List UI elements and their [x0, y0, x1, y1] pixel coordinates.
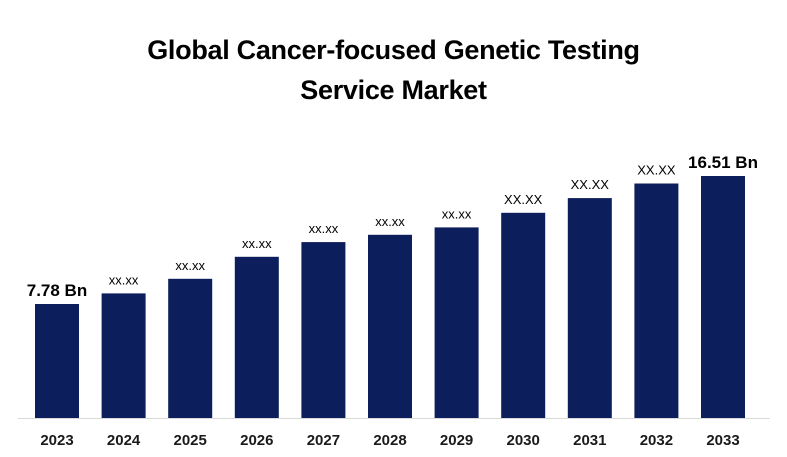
chart-title: Global Cancer-focused Genetic Testing Se…	[0, 30, 787, 110]
x-tick-label-2024: 2024	[107, 432, 141, 449]
bar-2032	[634, 183, 679, 418]
data-label-2026: xx.xx	[242, 236, 272, 251]
data-label-2023: 7.78 Bn	[27, 281, 87, 300]
x-tick-label-2027: 2027	[307, 432, 340, 449]
bar-2030	[501, 212, 546, 418]
bar-2029	[434, 227, 479, 418]
bar-2025	[168, 278, 213, 418]
x-tick-label-2031: 2031	[573, 432, 606, 449]
data-label-2025: xx.xx	[175, 258, 205, 273]
x-tick-label-2028: 2028	[373, 432, 406, 449]
x-tick-label-2023: 2023	[40, 432, 73, 449]
data-label-2032: XX.XX	[637, 163, 676, 178]
bar-2026	[234, 256, 279, 418]
data-label-2028: xx.xx	[375, 214, 405, 229]
x-tick-label-2025: 2025	[174, 432, 207, 449]
data-label-2030: XX.XX	[504, 192, 543, 207]
chart-title-line-1: Global Cancer-focused Genetic Testing	[147, 35, 640, 65]
data-label-2031: XX.XX	[571, 177, 610, 192]
bar-2028	[368, 234, 412, 418]
data-label-2033: 16.51 Bn	[688, 153, 758, 172]
x-tick-label-2026: 2026	[240, 432, 273, 449]
bar-2023	[35, 304, 79, 418]
data-label-2029: xx.xx	[442, 206, 472, 221]
bar-2033	[701, 176, 745, 418]
chart-title-line-2: Service Market	[300, 75, 487, 105]
x-tick-label-2030: 2030	[507, 432, 540, 449]
data-label-2027: xx.xx	[309, 221, 339, 236]
bar-2031	[567, 198, 612, 418]
data-label-2024: xx.xx	[109, 272, 139, 287]
bar-2024	[101, 293, 146, 418]
x-tick-label-2033: 2033	[706, 432, 739, 449]
x-tick-label-2032: 2032	[640, 432, 673, 449]
bar-2027	[301, 242, 346, 418]
x-tick-label-2029: 2029	[440, 432, 473, 449]
